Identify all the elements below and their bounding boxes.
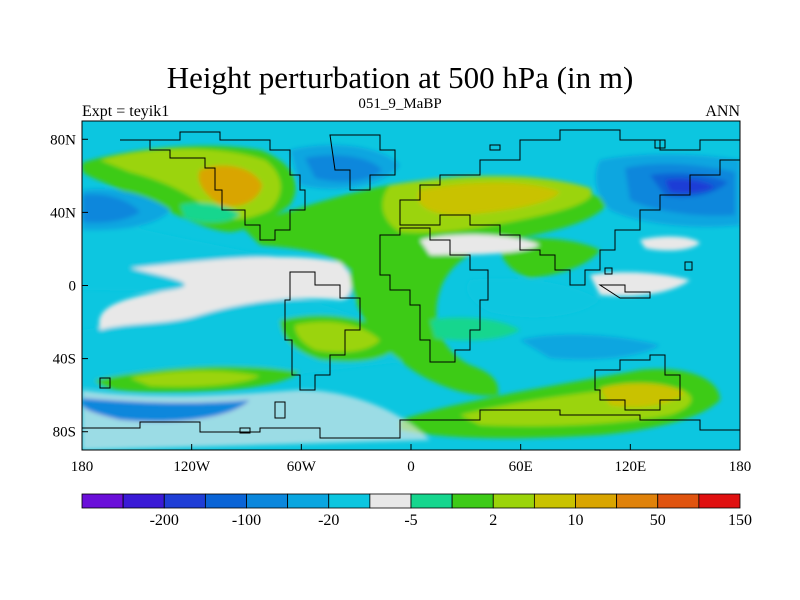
south-indian-positive-center [600, 383, 685, 407]
southern-mid-blue-lobe [82, 398, 250, 422]
coastline-layer [82, 129, 740, 439]
colorbar-swatch [492, 493, 535, 509]
colorbar-label: 150 [728, 512, 752, 529]
indonesia-outline [598, 284, 651, 299]
colorbar-swatch [575, 493, 618, 509]
eurasia-outline [399, 129, 740, 286]
x-axis: 180 120W 60W 0 60E 120E 180 [71, 444, 752, 475]
indian-ocean-cyan-lobe [466, 278, 600, 318]
x-tick-label: 60E [509, 459, 533, 475]
x-tick-label: 180 [71, 459, 94, 475]
south-atlantic-yellow-lobe [295, 321, 380, 353]
greenland-outline [329, 134, 396, 191]
colorbar-swatch [204, 493, 247, 509]
x-tick-label: 0 [407, 459, 415, 475]
colorbar-labels: -200 -100 -20 -5 2 10 50 150 [150, 512, 752, 529]
x-tick-label: 60W [287, 459, 317, 475]
y-tick-label: 80N [50, 132, 76, 148]
colorbar-swatch [81, 493, 124, 509]
colorbar-label: 2 [489, 512, 497, 529]
period-label: 051_9_MaBP [358, 96, 442, 112]
colorbar-swatch [616, 493, 659, 509]
colorbar-swatch [369, 493, 412, 509]
colorbar-swatch [533, 493, 576, 509]
colorbar-swatch [657, 493, 700, 509]
pacific-mid-blue-lobe [82, 194, 140, 223]
colorbar-label: 10 [568, 512, 584, 529]
colorbar [81, 493, 741, 509]
arctic-islands-outline [99, 139, 666, 434]
y-tick-label: 80S [53, 425, 76, 441]
atlantic-mid-blue-lobe [305, 155, 382, 182]
y-tick-label: 40S [53, 352, 76, 368]
colorbar-swatch [246, 493, 289, 509]
eurasia-africa-green-region [240, 179, 610, 396]
y-axis: 80N 40N 0 40S 80S [50, 132, 88, 441]
south-asia-neutral-ribbon [590, 272, 690, 297]
north-america-outline [120, 131, 306, 241]
africa-outline [379, 227, 489, 363]
x-tick-label: 180 [729, 459, 752, 475]
colorbar-swatch [163, 493, 206, 509]
colorbar-swatch [698, 493, 741, 509]
x-tick-label: 120E [614, 459, 646, 475]
southern-light-blue-lobe [520, 334, 660, 360]
colorbar-swatch [328, 493, 371, 509]
colorbar-swatch [451, 493, 494, 509]
antarctica-outline [82, 409, 740, 439]
north-atlantic-teal-patch [180, 203, 240, 223]
colorbar-swatch [410, 493, 453, 509]
colorbar-swatch [122, 493, 165, 509]
y-tick-label: 40N [50, 205, 76, 221]
south-atlantic-teal-patch [430, 317, 520, 341]
west-tropical-neutral-band [99, 256, 352, 330]
y-tick-label: 0 [69, 279, 77, 295]
colorbar-label: -20 [318, 512, 339, 529]
field-layer [82, 121, 740, 450]
colorbar-label: -5 [404, 512, 417, 529]
eurasia-positive-center [418, 182, 560, 215]
chart-title: Height perturbation at 500 hPa (in m) [166, 60, 634, 95]
colorbar-swatch [287, 493, 330, 509]
north-pacific-neutral-patch [640, 236, 700, 251]
x-tick-label: 120W [173, 459, 211, 475]
experiment-label: Expt = teyik1 [82, 103, 170, 120]
australia-outline [594, 354, 681, 411]
colorbar-label: -100 [232, 512, 261, 529]
season-label: ANN [705, 103, 740, 120]
colorbar-label: 50 [650, 512, 666, 529]
japan-outline [604, 261, 693, 275]
south-pacific-yellow-band [130, 370, 260, 387]
south-america-outline [284, 271, 361, 391]
colorbar-label: -200 [150, 512, 179, 529]
